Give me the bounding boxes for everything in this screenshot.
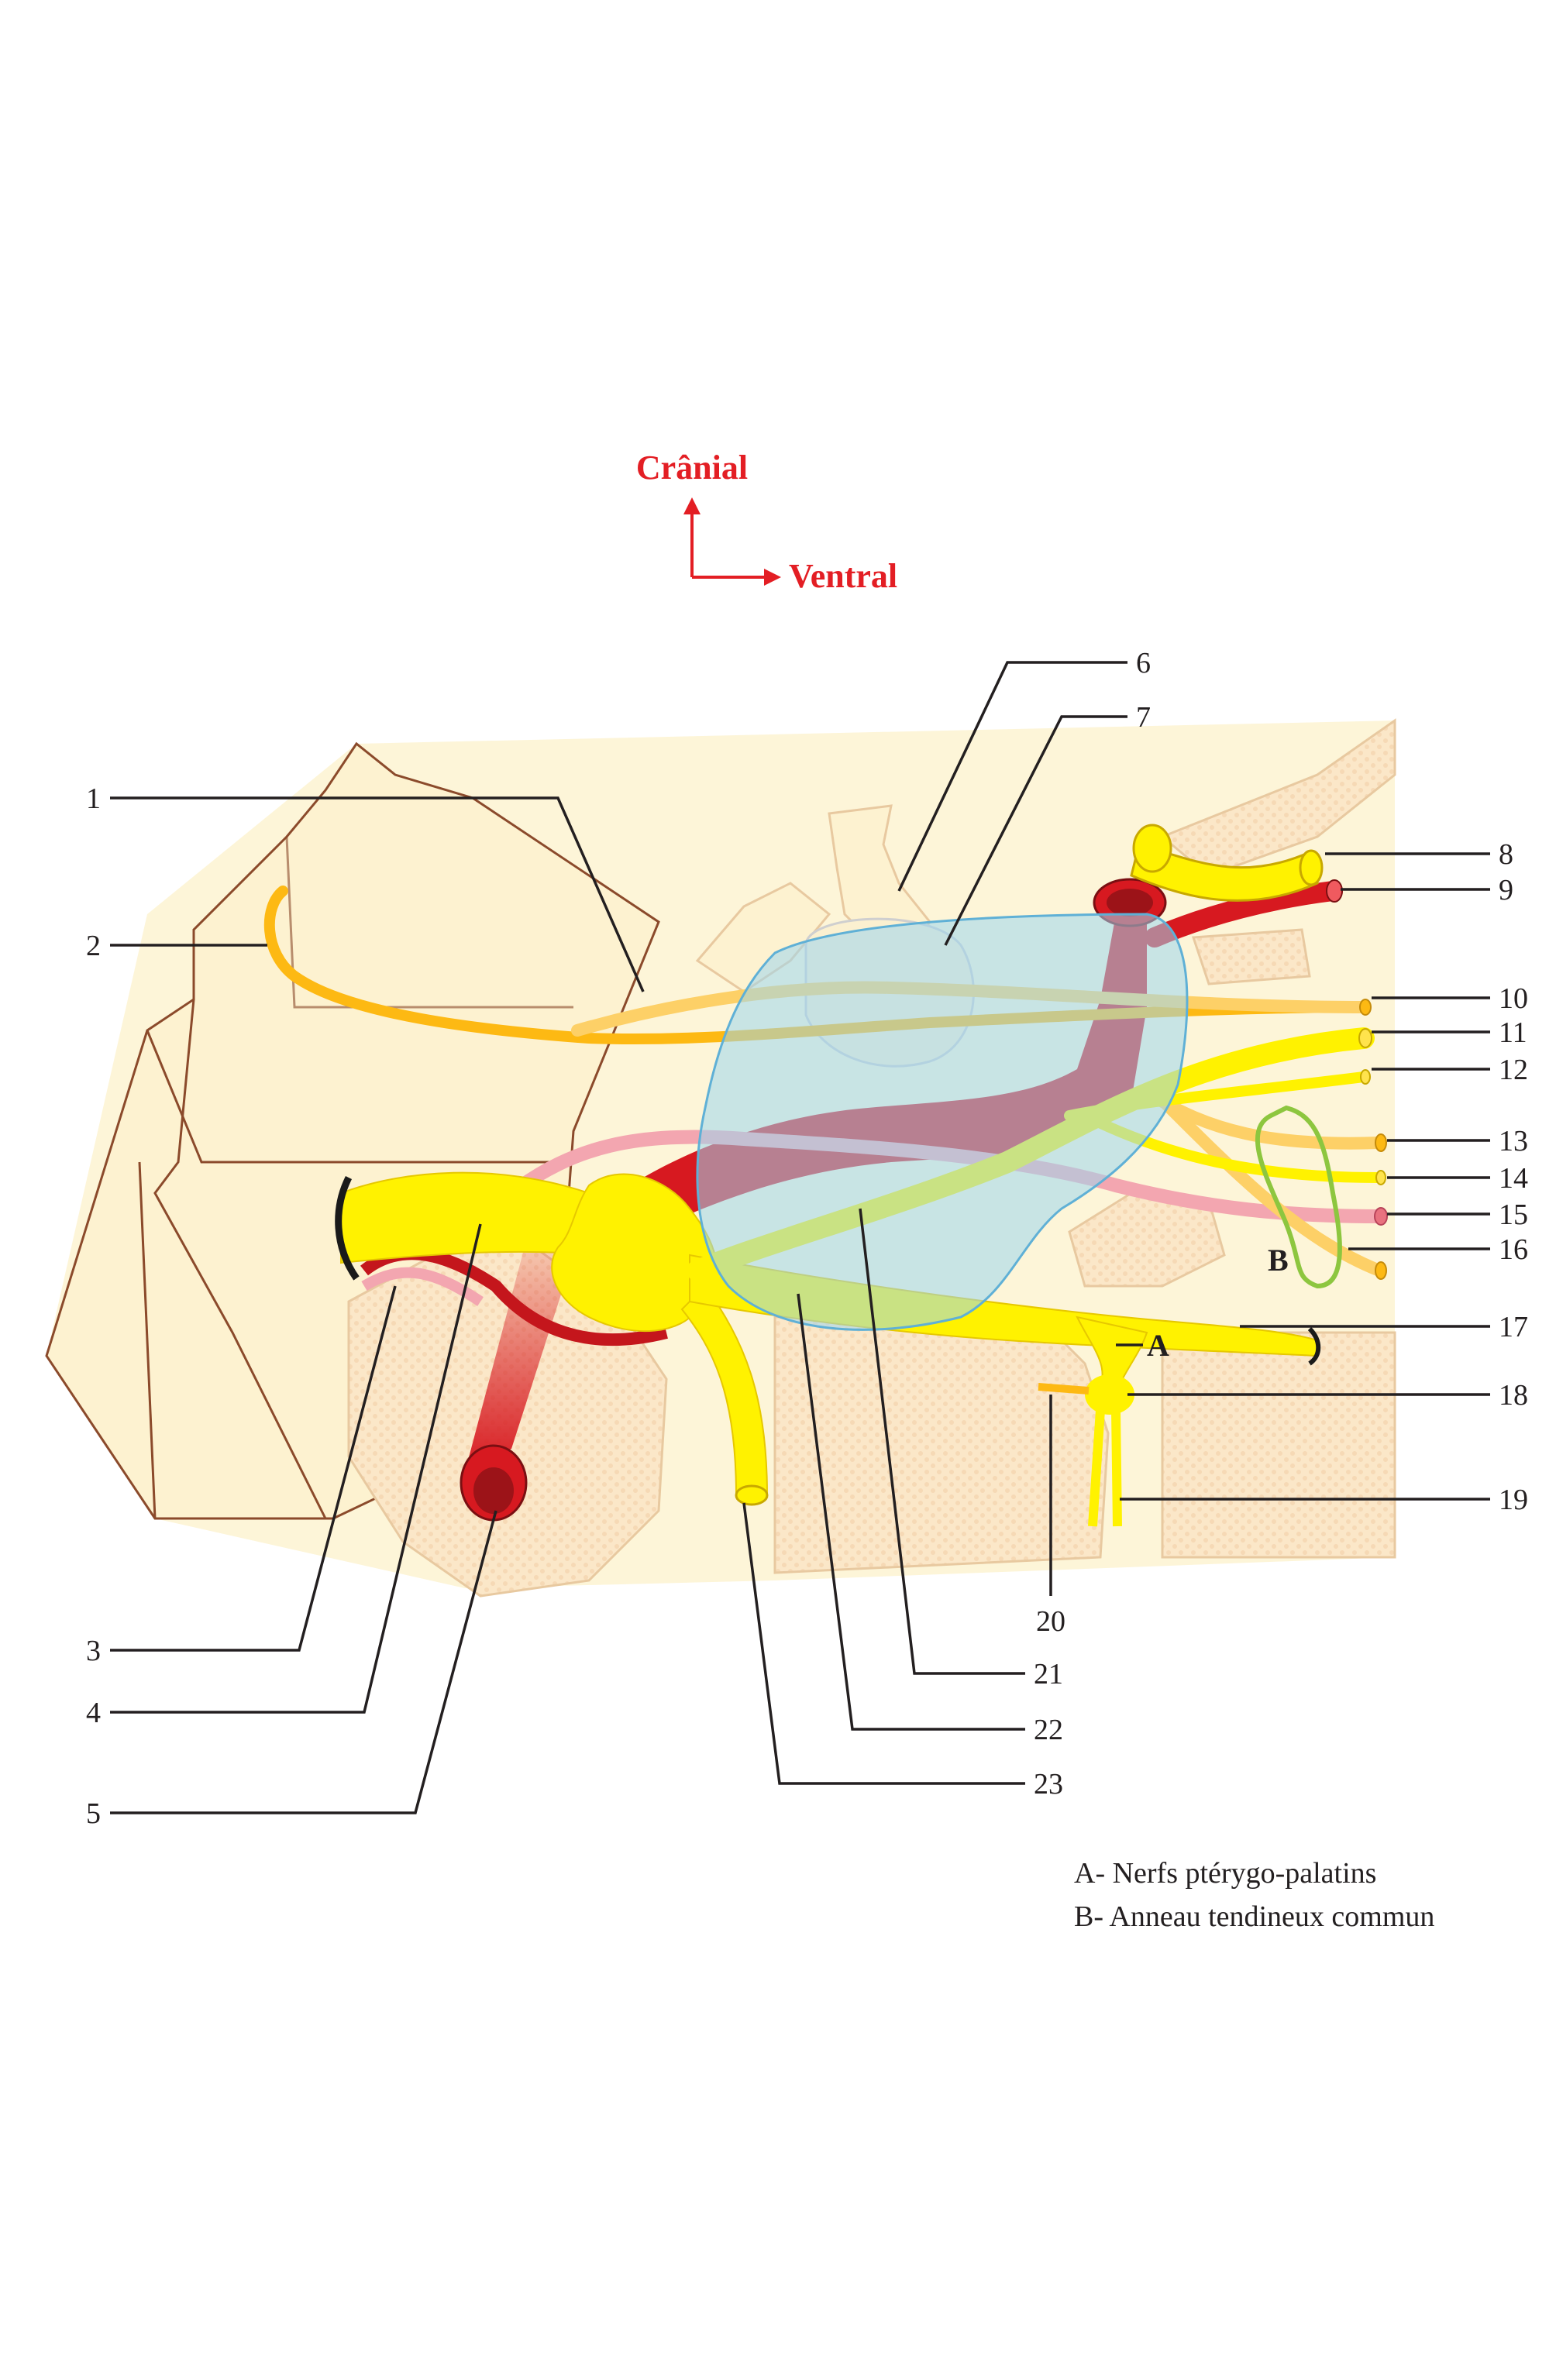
dura-cut-right	[1307, 1326, 1321, 1366]
label-4: 4	[86, 1697, 101, 1729]
orientation-indicator: Crânial Ventral	[636, 449, 897, 595]
label-5: 5	[86, 1797, 101, 1830]
label-10: 10	[1499, 982, 1528, 1015]
label-15: 15	[1499, 1199, 1528, 1231]
label-3: 3	[86, 1635, 101, 1667]
label-11: 11	[1499, 1016, 1527, 1049]
leader-lines	[110, 661, 1490, 1814]
marker-b: B	[1268, 1243, 1289, 1278]
label-16: 16	[1499, 1233, 1528, 1266]
label-1: 1	[86, 782, 101, 815]
label-8: 8	[1499, 838, 1513, 871]
common-tendinous-ring	[1255, 1105, 1342, 1289]
label-12: 12	[1499, 1054, 1528, 1086]
label-20: 20	[1036, 1605, 1065, 1638]
label-13: 13	[1499, 1125, 1528, 1157]
label-18: 18	[1499, 1379, 1528, 1412]
label-19: 19	[1499, 1484, 1528, 1516]
cavernous-sinus	[696, 913, 1189, 1331]
label-6: 6	[1136, 647, 1151, 679]
label-7: 7	[1136, 701, 1151, 734]
legend-b: B- Anneau tendineux commun	[1074, 1900, 1434, 1933]
legend-a: A- Nerfs ptérygo-palatins	[1074, 1857, 1376, 1890]
label-14: 14	[1499, 1162, 1528, 1195]
label-9: 9	[1499, 874, 1513, 906]
number-labels: 1 2 3 4 5 6 7 8 9 10 11 12 13 14 15 16 1…	[86, 647, 1528, 1830]
label-17: 17	[1499, 1311, 1528, 1343]
marker-a: A	[1147, 1328, 1169, 1363]
label-2: 2	[86, 930, 101, 962]
cranial-label: Crânial	[636, 449, 748, 487]
ventral-label: Ventral	[789, 557, 897, 595]
label-21: 21	[1034, 1658, 1063, 1690]
label-22: 22	[1034, 1714, 1063, 1746]
legend: A- Nerfs ptérygo-palatins B- Anneau tend…	[1074, 1857, 1434, 1933]
label-23: 23	[1034, 1768, 1063, 1800]
dura-cut-left	[335, 1175, 360, 1281]
